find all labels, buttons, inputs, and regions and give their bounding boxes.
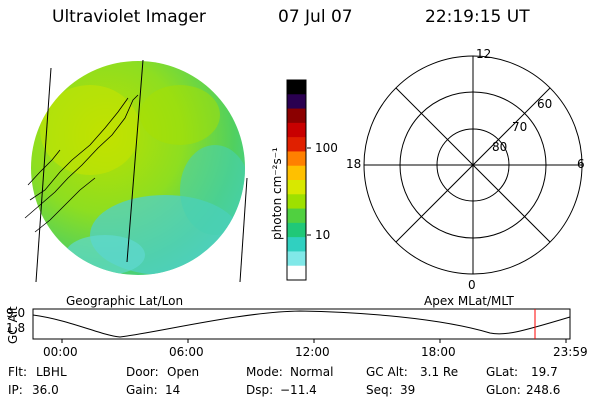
colorbar [286,79,307,281]
mlt-label-6: 6 [577,157,585,171]
colorbar-band [287,237,306,253]
colorbar-band [287,222,306,238]
colorbar-band [287,108,306,124]
mlt-label-12: 12 [476,47,492,61]
lat-label-70: 70 [512,120,528,134]
gc-alt-value: 3.1 Re [420,365,459,379]
flt-label: Flt: [8,365,27,379]
date-label: 07 Jul 07 [278,7,353,27]
y-tick-1-8: 1.8 [6,321,26,335]
mlt-label-18: 18 [346,157,362,171]
x-tick-0000: 00:00 [43,345,78,359]
colorbar-unit-label: photon cm⁻²s⁻¹ [270,147,284,240]
x-tick-1800: 18:00 [421,345,456,359]
mode-label: Mode: [246,365,283,379]
colorbar-band [287,251,306,267]
y-tick-9: 9.0 [6,306,26,320]
uv-image-disk [24,59,248,283]
gain-label: Gain: [126,383,158,397]
colorbar-band [287,265,306,281]
flt-value: LBHL [36,365,67,379]
colorbar-tick-100: 100 [315,141,338,155]
dsp-value: −11.4 [280,383,317,397]
x-tick-2359: 23:59 [553,345,588,359]
altitude-curve [32,310,571,338]
time-label: 22:19:15 UT [425,7,530,27]
colorbar-band [287,94,306,110]
colorbar-band [287,80,306,95]
dsp-label: Dsp: [246,383,274,397]
lat-label-60: 60 [537,97,553,111]
colorbar-band [287,165,306,181]
x-tick-0600: 06:00 [169,345,204,359]
mlt-label-0: 0 [468,278,476,292]
glat-value: 19.7 [531,365,558,379]
glon-label: GLon: [486,383,521,397]
geographic-label: Geographic Lat/Lon [66,294,184,308]
seq-value: 39 [400,383,416,397]
gc-alt-label: GC Alt: [366,365,408,379]
colorbar-tick-10: 10 [315,228,331,242]
colorbar-band [287,180,306,195]
apex-label: Apex MLat/MLT [424,294,514,308]
gain-value: 14 [165,383,181,397]
colorbar-band [287,122,306,138]
colorbar-band [287,208,306,224]
x-tick-1200: 12:00 [295,345,330,359]
door-label: Door: [126,365,159,379]
instrument-title: Ultraviolet Imager [52,7,206,27]
timeline-panel [32,308,571,343]
colorbar-ticks [307,147,311,236]
polar-plot [363,55,583,275]
colorbar-frame [286,79,307,281]
colorbar-band [287,194,306,210]
seq-label: Seq: [366,383,393,397]
ip-label: IP: [8,383,23,397]
lat-label-80: 80 [492,140,508,154]
ip-value: 36.0 [32,383,59,397]
glat-label: GLat: [486,365,519,379]
colorbar-band [287,137,306,153]
glon-value: 248.6 [526,383,561,397]
door-value: Open [167,365,200,379]
colorbar-band [287,151,306,167]
mode-value: Normal [290,365,334,379]
